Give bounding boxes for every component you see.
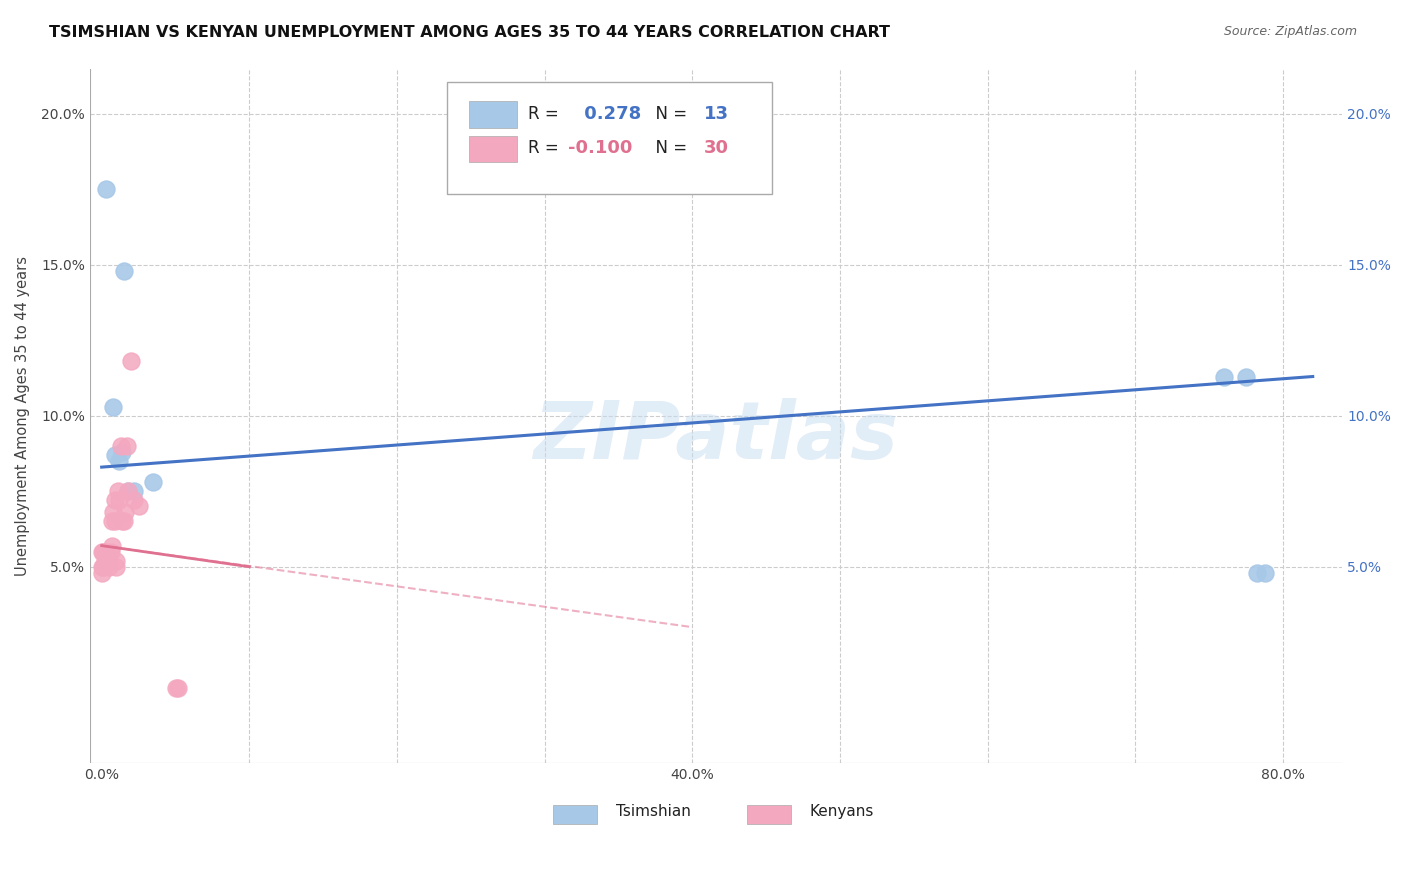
FancyBboxPatch shape bbox=[470, 136, 517, 162]
Point bbox=[108, 454, 131, 468]
Point bbox=[94, 544, 117, 558]
Point bbox=[111, 515, 134, 529]
Point bbox=[97, 554, 120, 568]
Point bbox=[104, 515, 127, 529]
Point bbox=[1213, 369, 1236, 384]
Point bbox=[90, 559, 112, 574]
Point bbox=[117, 484, 139, 499]
Point bbox=[100, 544, 122, 558]
FancyBboxPatch shape bbox=[748, 805, 792, 824]
Point bbox=[91, 544, 114, 558]
Text: 0.278: 0.278 bbox=[578, 104, 641, 123]
Text: ZIPatlas: ZIPatlas bbox=[533, 398, 898, 475]
Point bbox=[117, 484, 139, 499]
Point bbox=[111, 445, 134, 459]
Text: Kenyans: Kenyans bbox=[810, 805, 875, 819]
Point bbox=[98, 559, 121, 574]
Text: 30: 30 bbox=[703, 139, 728, 157]
Text: R =: R = bbox=[529, 139, 564, 157]
FancyBboxPatch shape bbox=[553, 805, 598, 824]
Point bbox=[90, 566, 112, 580]
Point bbox=[105, 559, 128, 574]
Point bbox=[93, 554, 115, 568]
Text: TSIMSHIAN VS KENYAN UNEMPLOYMENT AMONG AGES 35 TO 44 YEARS CORRELATION CHART: TSIMSHIAN VS KENYAN UNEMPLOYMENT AMONG A… bbox=[49, 25, 890, 40]
Point bbox=[1254, 566, 1277, 580]
Point bbox=[112, 264, 135, 278]
Point bbox=[103, 400, 125, 414]
Text: Tsimshian: Tsimshian bbox=[616, 805, 690, 819]
Point bbox=[122, 493, 145, 508]
Point bbox=[107, 484, 129, 499]
Point bbox=[128, 500, 150, 514]
Point bbox=[167, 681, 190, 695]
Point bbox=[91, 559, 114, 574]
Text: 13: 13 bbox=[703, 104, 728, 123]
Point bbox=[165, 681, 187, 695]
Point bbox=[101, 539, 124, 553]
Point bbox=[104, 448, 127, 462]
Point bbox=[1234, 369, 1257, 384]
Point bbox=[115, 439, 138, 453]
Point bbox=[112, 515, 135, 529]
Y-axis label: Unemployment Among Ages 35 to 44 years: Unemployment Among Ages 35 to 44 years bbox=[15, 256, 30, 575]
Point bbox=[142, 475, 165, 490]
Point bbox=[1246, 566, 1268, 580]
Point bbox=[94, 182, 117, 196]
Text: -0.100: -0.100 bbox=[568, 139, 633, 157]
FancyBboxPatch shape bbox=[470, 101, 517, 128]
Point bbox=[101, 515, 124, 529]
Text: Source: ZipAtlas.com: Source: ZipAtlas.com bbox=[1223, 25, 1357, 38]
FancyBboxPatch shape bbox=[447, 82, 772, 194]
Point bbox=[103, 505, 125, 519]
Text: N =: N = bbox=[645, 104, 692, 123]
Point bbox=[110, 439, 132, 453]
Point bbox=[122, 484, 145, 499]
Point bbox=[105, 554, 128, 568]
Text: N =: N = bbox=[645, 139, 692, 157]
Point bbox=[90, 544, 112, 558]
Point bbox=[120, 354, 142, 368]
Point bbox=[108, 493, 131, 508]
Text: R =: R = bbox=[529, 104, 564, 123]
Point bbox=[104, 493, 127, 508]
Point bbox=[114, 505, 136, 519]
